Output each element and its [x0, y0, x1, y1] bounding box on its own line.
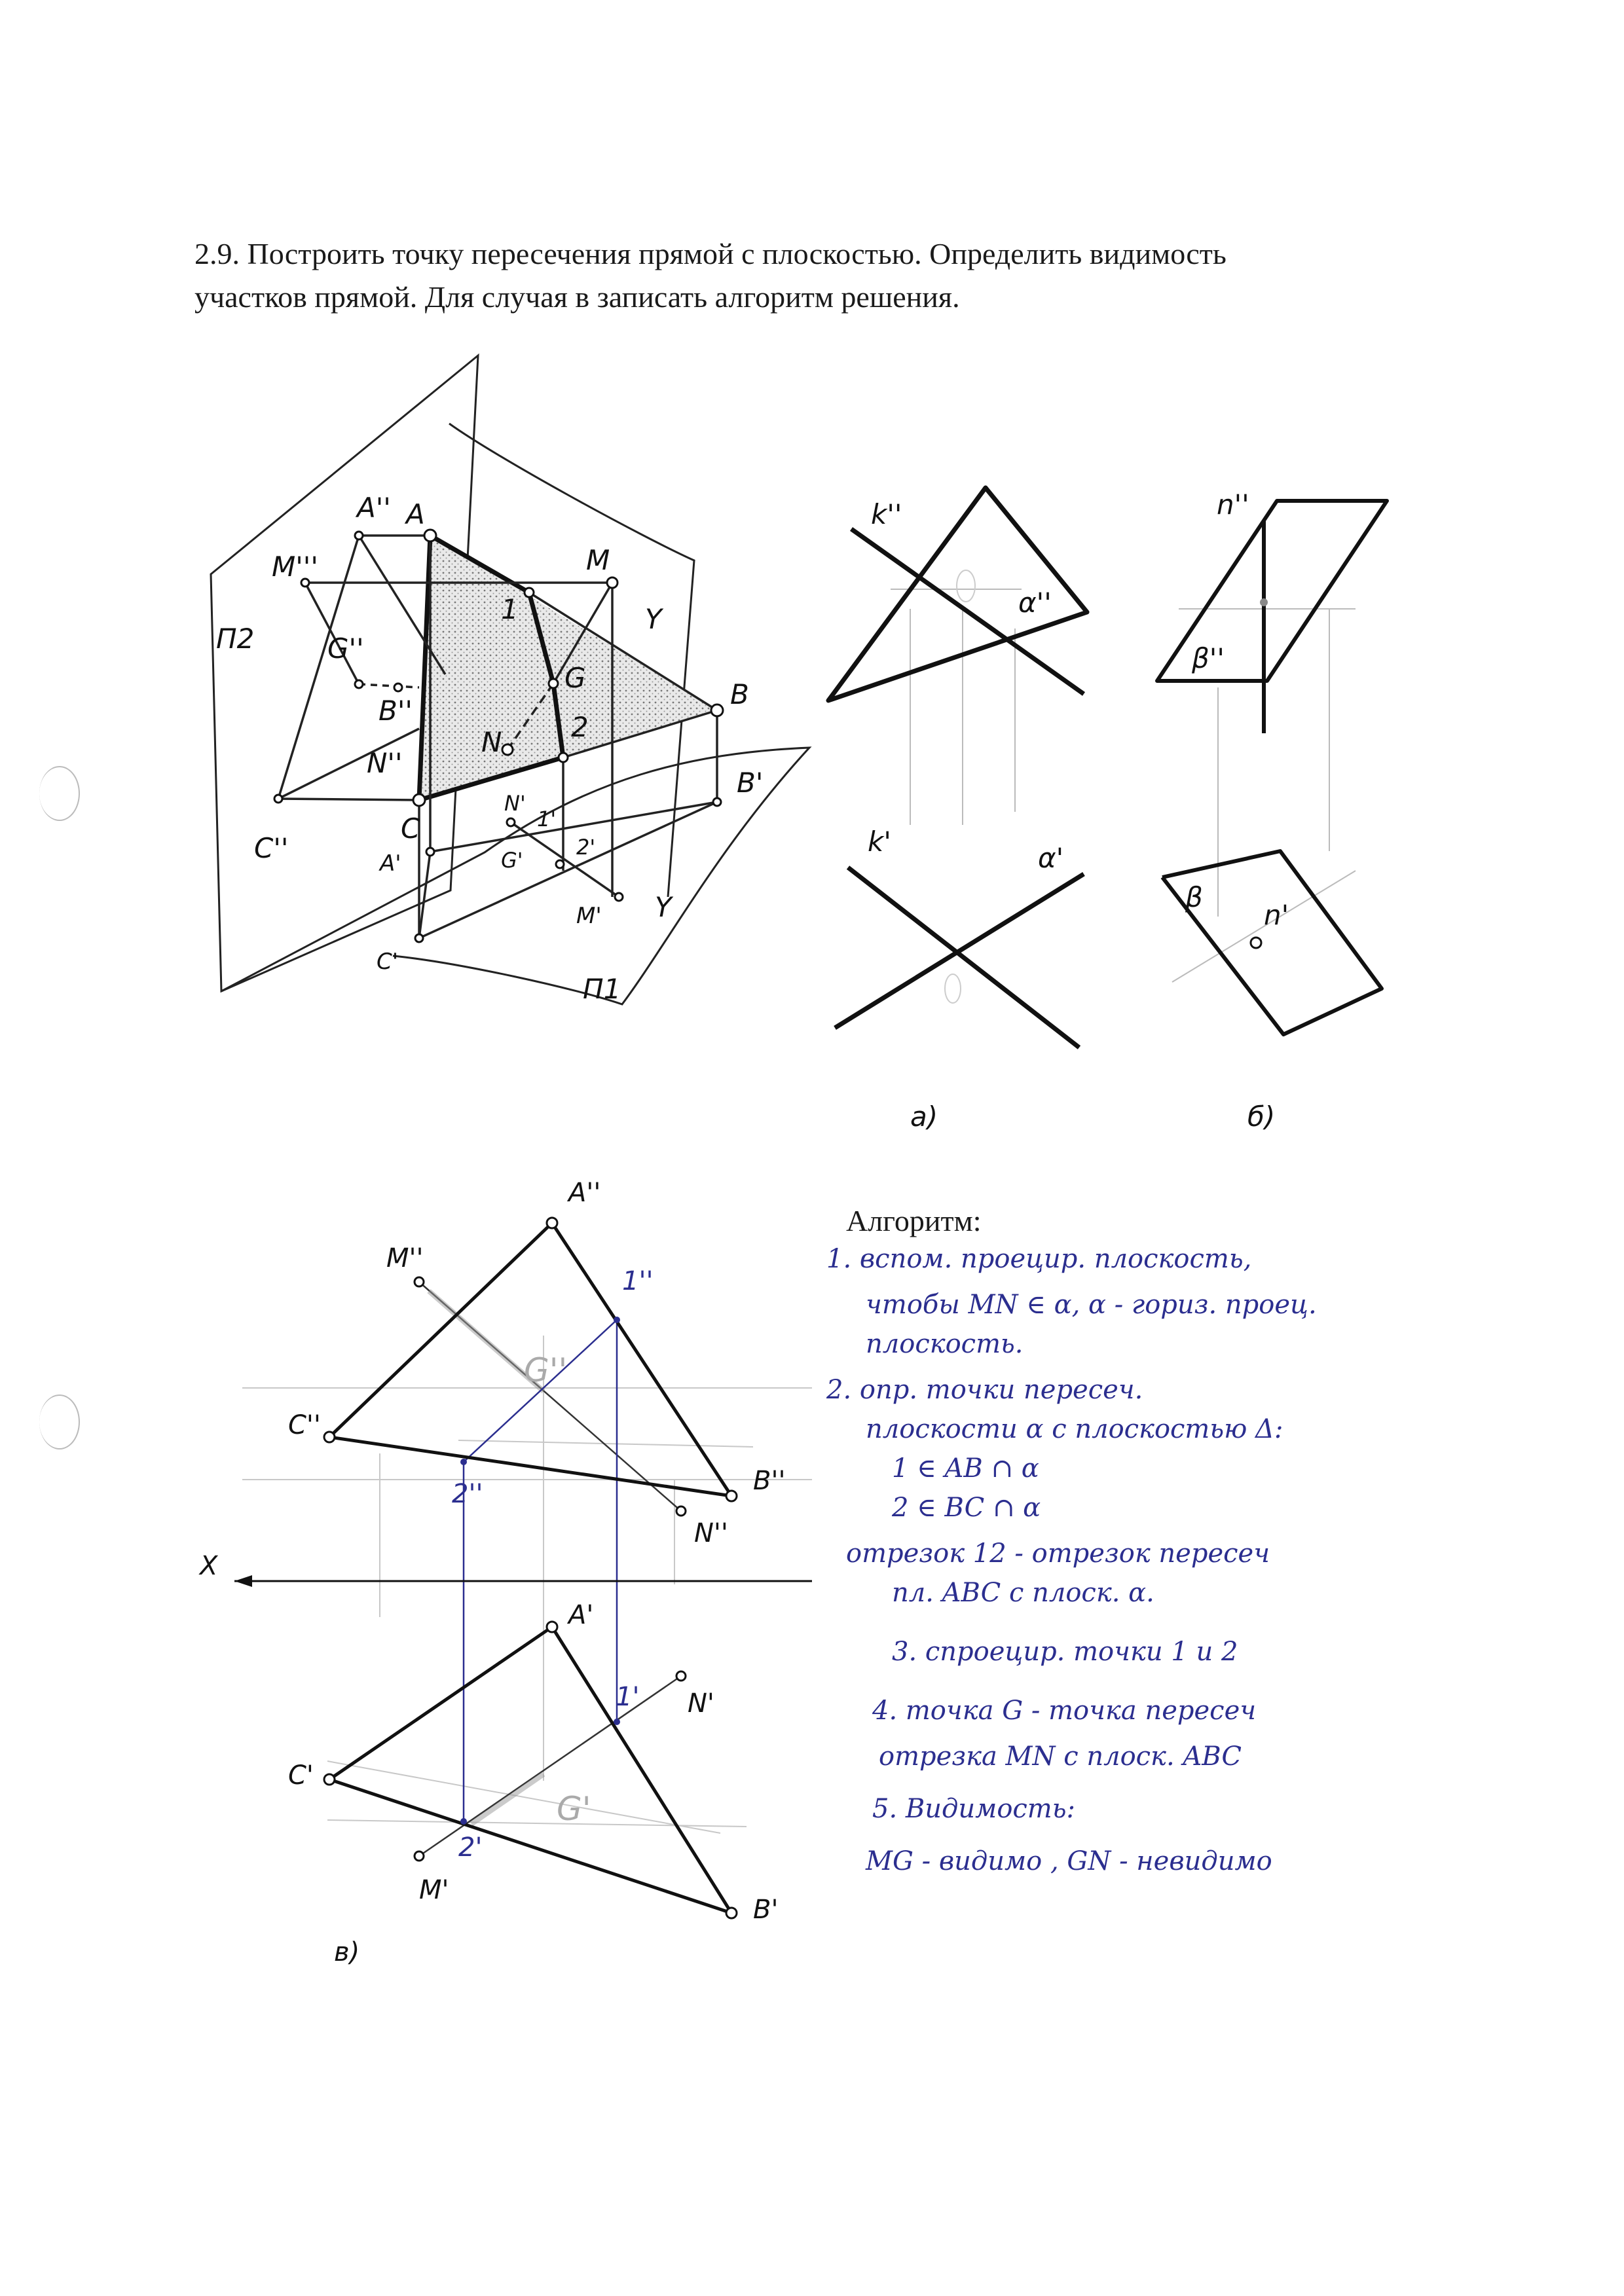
label-beta2: β'' — [1191, 642, 1225, 674]
punch-hole-top — [39, 766, 80, 821]
algo-line: MG - видимо , GN - невидимо — [866, 1846, 1272, 1876]
label-m1: M' — [576, 903, 602, 929]
label-pi1: П1 — [583, 973, 621, 1005]
label-pi2: П2 — [216, 623, 254, 655]
algorithm-title: Алгоритм: — [846, 1204, 982, 1237]
figure-a: k'' α'' k' α' а) — [826, 485, 1090, 1133]
triangle-abc-h — [327, 1625, 733, 1915]
label-1-2: 1'' — [622, 1266, 653, 1296]
algo-line: 1. вспом. проецир. плоскость, — [826, 1244, 1252, 1274]
label-b: B — [730, 678, 749, 710]
plane-pi1 — [221, 746, 812, 1006]
triangle-abc-fill — [419, 536, 717, 800]
label-k2: k'' — [871, 498, 902, 530]
label-g2: G'' — [524, 1351, 567, 1389]
label-2-1: 2' — [576, 835, 595, 860]
line-mn-3d — [552, 582, 614, 684]
punch-hole-bottom — [39, 1394, 80, 1449]
label-m2: M'' — [386, 1243, 424, 1273]
label-a2: A'' — [566, 1178, 600, 1208]
label-c1: C' — [377, 949, 398, 975]
label-c2: C'' — [254, 832, 288, 864]
triangle-a2 — [826, 485, 1090, 703]
algo-line: отрезок 12 - отрезок пересеч — [846, 1539, 1270, 1569]
label-k1: k' — [868, 826, 891, 858]
line-a1 — [834, 872, 1085, 1030]
label-b1: B' — [753, 1895, 778, 1925]
caption-b: б) — [1247, 1101, 1275, 1133]
label-m2: M''' — [272, 551, 318, 583]
label-n2: n'' — [1217, 488, 1249, 520]
figure-b: n'' β'' β n' б) — [1155, 488, 1389, 1133]
label-g1: G' — [501, 848, 523, 873]
figure-3d: П2 A B C M N G 1 2 A'' M''' G'' B'' N'' … — [210, 353, 812, 1006]
algo-line: 3. спроецир. точки 1 и 2 — [892, 1637, 1238, 1667]
label-n1: N' — [504, 791, 526, 816]
algo-line: пл. ABC с плоск. α. — [892, 1578, 1154, 1608]
algo-line: отрезка MN с плоск. ABC — [879, 1741, 1242, 1772]
label-a1: α' — [1038, 842, 1063, 874]
label-2: 2 — [571, 711, 589, 743]
algo-line: 1 ∈ AB ∩ α — [892, 1453, 1039, 1484]
task-line-1: 2.9. Построить точку пересечения прямой … — [194, 237, 1227, 270]
label-beta1: β — [1185, 881, 1203, 913]
parallelogram-beta2 — [1155, 499, 1389, 683]
label-y: Y — [645, 603, 664, 635]
label-m: M — [586, 544, 610, 576]
point-n1 — [1249, 936, 1263, 949]
label-y1: Y — [655, 891, 674, 923]
label-b2: B'' — [378, 695, 413, 727]
algo-line: 2 ∈ BC ∩ α — [892, 1493, 1041, 1523]
label-g: G — [564, 662, 586, 694]
task-statement: 2.9. Построить точку пересечения прямой … — [194, 232, 1308, 319]
label-a2: A'' — [355, 492, 391, 524]
triangle-abc-v — [327, 1221, 733, 1498]
label-g2: G'' — [327, 632, 364, 665]
label-n2: N'' — [694, 1518, 728, 1548]
label-2-2: 2'' — [452, 1479, 483, 1509]
label-n1: n' — [1264, 899, 1289, 931]
label-1-1: 1' — [537, 807, 556, 831]
label-a1: A' — [566, 1600, 593, 1630]
label-a2: α'' — [1018, 587, 1052, 619]
label-n1: N' — [688, 1688, 714, 1719]
label-b2: B'' — [753, 1466, 785, 1496]
label-a1: A' — [378, 850, 401, 877]
algo-line: плоскость. — [866, 1329, 1024, 1359]
label-a: A — [404, 498, 425, 530]
label-c: C — [401, 812, 420, 845]
figure-v: A'' M'' 1'' G'' C'' 2'' B'' N'' X A' 1' … — [198, 1178, 812, 1967]
plane-pi2 — [210, 353, 479, 993]
label-g1: G' — [557, 1790, 591, 1828]
label-c1: C' — [288, 1760, 314, 1791]
label-m1: M' — [419, 1875, 449, 1905]
algo-line: плоскости α с плоскостью Δ: — [866, 1414, 1283, 1444]
label-c2: C'' — [288, 1410, 321, 1440]
beta1-outline — [1160, 849, 1384, 1036]
algo-line: 5. Видимость: — [872, 1794, 1075, 1824]
label-b1: B' — [737, 767, 763, 799]
algo-line: 2. опр. точки пересеч. — [826, 1375, 1143, 1405]
algo-line: 4. точка G - точка пересеч — [872, 1696, 1257, 1726]
caption-a: а) — [910, 1101, 938, 1133]
label-1: 1 — [501, 593, 519, 625]
plane-y — [449, 422, 695, 898]
label-x: X — [198, 1551, 219, 1581]
caption-v: в) — [334, 1937, 360, 1967]
label-1-1: 1' — [616, 1682, 639, 1712]
label-n: N — [481, 726, 502, 758]
line-k1 — [846, 866, 1081, 1049]
algo-line: чтобы MN ∈ α, α - гориз. проец. — [866, 1290, 1317, 1320]
label-n2: N'' — [367, 747, 403, 779]
task-line-2: участков прямой. Для случая в записать а… — [194, 280, 960, 314]
line-k2 — [849, 527, 1086, 696]
label-2-1: 2' — [458, 1832, 482, 1863]
